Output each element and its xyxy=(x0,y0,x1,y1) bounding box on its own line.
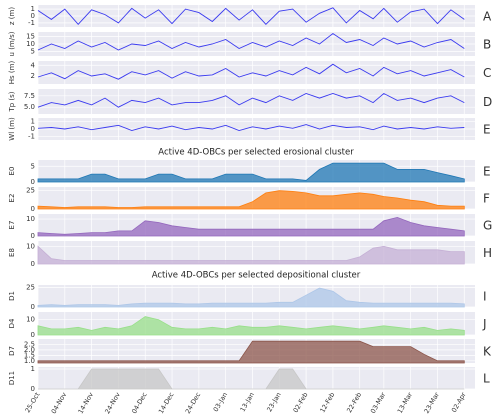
y-tick-label: 0 xyxy=(31,303,35,311)
y-tick-label: -1 xyxy=(28,132,35,140)
y-tick-label: 0 xyxy=(31,385,35,393)
y-tick-label: 0 xyxy=(31,205,35,213)
y-axis-label: Hs (m) xyxy=(8,61,16,85)
data-line xyxy=(37,32,465,51)
y-tick-label: 1 xyxy=(31,5,35,13)
data-area xyxy=(37,245,465,265)
y-tick-label: 25 xyxy=(26,283,35,291)
data-area xyxy=(37,162,465,183)
x-tick-label: 03-Jan xyxy=(212,391,229,413)
x-tick-label: 14-Nov xyxy=(76,391,95,415)
y-tick-label: 2.5 xyxy=(24,340,35,348)
y-tick-label: 7.5 xyxy=(24,92,35,100)
x-tick-label: 03-Mar xyxy=(369,391,388,415)
y-tick-label: 0 xyxy=(31,331,35,339)
y-tick-label: 5 xyxy=(31,162,35,170)
y-tick-label: 0 xyxy=(31,125,35,133)
x-tick-label: 02-Apr xyxy=(450,391,468,414)
panel-background xyxy=(38,61,475,84)
panel-letter: C xyxy=(483,66,491,80)
y-tick-label: 1.0 xyxy=(24,357,35,365)
data-line xyxy=(37,92,465,108)
y-tick-label: 0 xyxy=(31,12,35,20)
x-tick-label: 13-Jan xyxy=(239,391,256,413)
y-axis-label: D4 xyxy=(8,318,16,328)
y-tick-label: 4 xyxy=(31,61,36,69)
panel-background xyxy=(38,285,475,307)
x-tick-label: 04-Nov xyxy=(50,391,69,415)
x-tick-label: 24-Dec xyxy=(184,391,203,415)
panel-letter: B xyxy=(483,38,491,52)
section-title: Active 4D-OBCs per selected erosional cl… xyxy=(158,148,354,158)
y-tick-label: 5.0 xyxy=(24,103,35,111)
y-axis-label: E2 xyxy=(8,194,16,203)
y-tick-label: 5 xyxy=(31,48,35,56)
y-axis-label: E8 xyxy=(8,248,16,257)
x-tick-label: 13-Mar xyxy=(396,391,415,415)
y-axis-label: Tp (s) xyxy=(8,91,16,112)
y-axis-label: E0 xyxy=(8,167,16,176)
panel-letter: E xyxy=(483,165,491,179)
data-line xyxy=(37,124,465,131)
y-tick-label: 10 xyxy=(26,40,35,48)
x-tick-label: 23-Mar xyxy=(423,391,442,415)
data-area xyxy=(37,340,465,364)
y-tick-label: 10 xyxy=(26,215,35,223)
y-axis-label: D1 xyxy=(8,291,16,301)
panel-background xyxy=(38,89,475,114)
x-tick-label: 22-Feb xyxy=(345,391,363,414)
y-tick-label: 1.5 xyxy=(24,351,35,359)
panel-letter: L xyxy=(483,372,490,386)
panel-letter: J xyxy=(482,317,487,331)
panel-letter: I xyxy=(483,290,487,304)
x-tick-label: 04-Dec xyxy=(130,391,149,415)
panel-letter: E xyxy=(483,123,491,137)
y-tick-label: 10 xyxy=(26,242,35,250)
data-line xyxy=(37,7,465,25)
data-area xyxy=(37,190,465,210)
data-area xyxy=(37,216,465,237)
y-axis-label: D7 xyxy=(8,346,16,356)
y-axis-label: u (m/s) xyxy=(8,31,16,56)
y-tick-label: 15 xyxy=(26,33,35,41)
y-tick-label: 0 xyxy=(31,178,35,186)
y-tick-label: -1 xyxy=(28,19,35,27)
x-tick-label: 12-Feb xyxy=(318,391,336,414)
y-axis-label: z (m) xyxy=(8,7,16,25)
y-tick-label: 2 xyxy=(31,72,35,80)
panel-letter: A xyxy=(483,10,492,24)
data-line xyxy=(37,63,465,80)
data-area xyxy=(37,287,465,308)
y-tick-label: 0 xyxy=(31,232,35,240)
y-axis-label: Wl (m) xyxy=(8,117,16,141)
x-tick-label: 24-Nov xyxy=(103,391,122,415)
y-tick-label: 0 xyxy=(31,260,35,268)
panel-letter: K xyxy=(483,345,492,359)
y-tick-label: 1 xyxy=(31,365,35,373)
y-tick-label: 1 xyxy=(31,118,35,126)
panel-letter: G xyxy=(483,219,492,233)
y-tick-label: 10 xyxy=(26,316,35,324)
y-axis-label: D11 xyxy=(8,371,16,385)
y-tick-label: 25 xyxy=(26,187,35,195)
panel-letter: F xyxy=(483,192,490,206)
section-title: Active 4D-OBCs per selected depositional… xyxy=(152,271,361,281)
x-tick-label: 02-Feb xyxy=(292,391,310,414)
x-tick-label: 14-Dec xyxy=(157,391,176,415)
y-axis-label: E7 xyxy=(8,221,16,230)
panel-letter: D xyxy=(483,95,492,109)
data-area xyxy=(37,316,465,336)
x-tick-label: 25-Oct xyxy=(24,391,42,414)
data-area xyxy=(38,368,465,390)
panel-letter: H xyxy=(483,246,492,260)
y-tick-label: 2.0 xyxy=(24,346,35,354)
x-tick-label: 23-Jan xyxy=(265,391,282,413)
